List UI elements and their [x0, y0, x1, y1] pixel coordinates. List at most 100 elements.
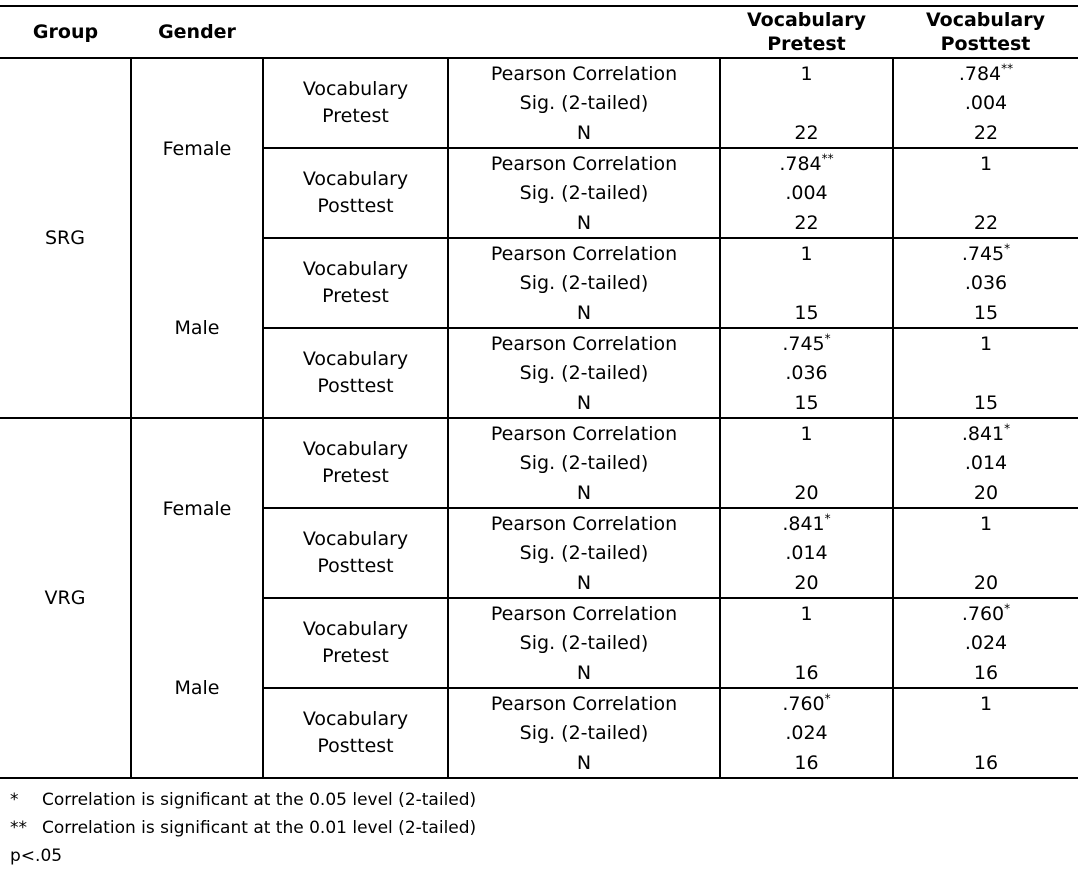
significance-marker: **: [821, 151, 834, 166]
table-row: Male Vocabulary Pretest Pearson Correlat…: [0, 237, 1078, 418]
variable-cell: Vocabulary Pretest: [263, 417, 449, 508]
stat-label-cell: Sig. (2-tailed): [448, 718, 721, 748]
posttest-value-cell: 22: [893, 208, 1078, 238]
posttest-value-cell: 16: [893, 748, 1078, 778]
pretest-value-cell: [720, 88, 894, 118]
gender-cell: Female: [131, 57, 264, 238]
posttest-value: 22: [973, 211, 999, 234]
posttest-value: 16: [973, 751, 999, 774]
posttest-value-cell: 1: [893, 507, 1078, 538]
posttest-value: .004: [964, 92, 1008, 114]
pretest-value: 1: [800, 422, 813, 445]
table-row: Male Vocabulary Pretest Pearson Correlat…: [0, 597, 1078, 778]
stat-label-cell: Pearson Correlation: [448, 57, 721, 88]
significance-marker: *: [824, 511, 831, 526]
pretest-value-cell: 15: [720, 298, 894, 328]
variable-cell: Vocabulary Posttest: [263, 507, 449, 598]
pretest-value: 1: [800, 242, 813, 265]
variable-cell: Vocabulary Pretest: [263, 57, 449, 148]
stat-label-cell: Pearson Correlation: [448, 687, 721, 718]
posttest-value: 16: [973, 661, 999, 684]
posttest-value: 20: [973, 481, 999, 504]
posttest-value: 15: [973, 391, 999, 414]
table-row: Vocabulary Posttest Pearson Correlation …: [0, 147, 1078, 238]
table-row: N 22 22: [0, 118, 1078, 148]
pretest-value-cell: [720, 628, 894, 658]
posttest-value-cell: 1: [893, 147, 1078, 178]
significance-marker: *: [1004, 421, 1011, 436]
stat-label-cell: Pearson Correlation: [448, 237, 721, 268]
significance-marker: *: [1004, 601, 1011, 616]
stat-label-cell: N: [448, 208, 721, 238]
posttest-value-cell: .841*: [893, 417, 1078, 448]
stat-label-cell: N: [448, 658, 721, 688]
footnote-marker: **: [10, 818, 27, 838]
stat-label-cell: Sig. (2-tailed): [448, 268, 721, 298]
stat-label-cell: N: [448, 388, 721, 418]
pretest-value: .004: [785, 182, 828, 204]
pretest-value-cell: .760*: [720, 687, 894, 718]
pretest-value: .014: [785, 542, 828, 564]
pretest-value-cell: 20: [720, 568, 894, 598]
footnote: ** Correlation is significant at the 0.0…: [10, 814, 1078, 842]
pretest-value: 1: [800, 602, 813, 625]
table-row: Sig. (2-tailed) .036: [0, 268, 1078, 298]
table-row: Sig. (2-tailed) .024: [0, 628, 1078, 658]
table-row: N 20 20: [0, 478, 1078, 508]
group-cell: VRG: [0, 417, 132, 778]
footnote: * Correlation is significant at the 0.05…: [10, 786, 1078, 814]
posttest-value-cell: [893, 178, 1078, 208]
posttest-value-cell: .760*: [893, 597, 1078, 628]
table-row: N 16 16: [0, 748, 1078, 778]
variable-cell: Vocabulary Pretest: [263, 597, 449, 688]
col-header-group: Group: [0, 6, 131, 59]
posttest-value-cell: 1: [893, 687, 1078, 718]
stat-label-cell: Sig. (2-tailed): [448, 628, 721, 658]
footnote-text: p<.05: [10, 846, 63, 866]
stat-label-cell: N: [448, 298, 721, 328]
stat-label-cell: Pearson Correlation: [448, 597, 721, 628]
variable-cell: Vocabulary Posttest: [263, 327, 449, 418]
stat-label-cell: Pearson Correlation: [448, 147, 721, 178]
table-row: N 16 16: [0, 658, 1078, 688]
posttest-value-cell: 22: [893, 118, 1078, 148]
pretest-value-cell: .014: [720, 538, 894, 568]
footnote-marker: *: [10, 790, 19, 810]
significance-marker: *: [1004, 241, 1011, 256]
stat-label-cell: Sig. (2-tailed): [448, 448, 721, 478]
stat-label-cell: Sig. (2-tailed): [448, 178, 721, 208]
table-row: SRG Female Vocabulary Pretest Pearson Co…: [0, 57, 1078, 418]
pretest-value: 20: [794, 571, 819, 594]
posttest-value-cell: [893, 358, 1078, 388]
stat-label-cell: N: [448, 118, 721, 148]
stat-label-cell: Sig. (2-tailed): [448, 88, 721, 118]
pretest-value: .036: [785, 362, 828, 384]
pretest-value: 22: [794, 211, 819, 234]
stat-label-cell: Pearson Correlation: [448, 417, 721, 448]
posttest-value-cell: 15: [893, 388, 1078, 418]
posttest-value: .784: [958, 62, 1002, 85]
table-row: Sig. (2-tailed) .004: [0, 88, 1078, 118]
pretest-value: 15: [794, 301, 819, 324]
pretest-value: 16: [794, 751, 819, 774]
pretest-value-cell: .024: [720, 718, 894, 748]
posttest-value-cell: 20: [893, 478, 1078, 508]
posttest-value-cell: [893, 538, 1078, 568]
posttest-value-cell: .014: [893, 448, 1078, 478]
table-row: Sig. (2-tailed) .014: [0, 538, 1078, 568]
posttest-value: .745: [961, 242, 1005, 265]
pretest-value-cell: 15: [720, 388, 894, 418]
header-row: Group Gender Vocabulary Pretest Vocabula…: [0, 6, 1078, 59]
posttest-value: 15: [973, 301, 999, 324]
pretest-value: .784: [779, 152, 822, 175]
posttest-value-cell: .784**: [893, 57, 1078, 88]
stat-label-cell: Pearson Correlation: [448, 507, 721, 538]
pretest-value-cell: 1: [720, 57, 894, 88]
footnote-text: Correlation is significant at the 0.05 l…: [42, 790, 477, 810]
posttest-value-cell: 16: [893, 658, 1078, 688]
pretest-value: 1: [800, 62, 813, 85]
pretest-value-cell: 1: [720, 597, 894, 628]
col-header-gender: Gender: [131, 6, 263, 59]
pretest-value-cell: 16: [720, 658, 894, 688]
